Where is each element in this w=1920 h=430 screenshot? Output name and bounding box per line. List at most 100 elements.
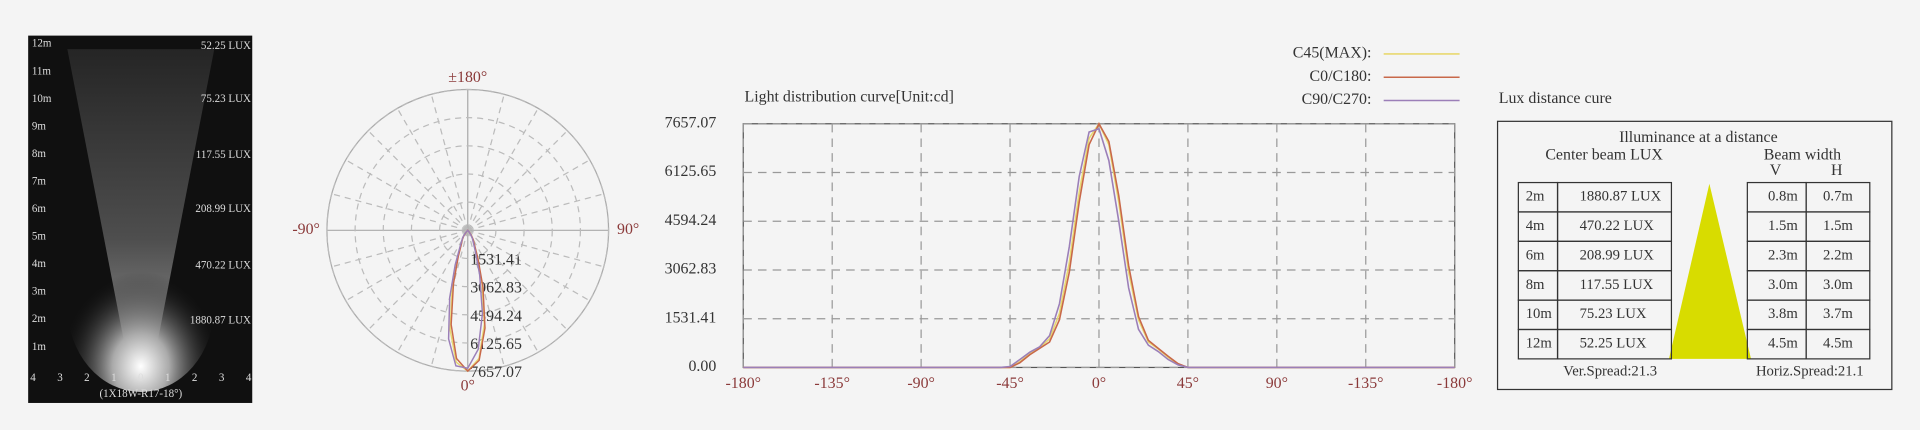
cell-text: 12m [1526, 336, 1553, 352]
polar-spoke [430, 94, 469, 231]
distance-label: 9m [32, 120, 47, 132]
x-tick-label: 0° [1092, 375, 1106, 392]
map-x-label: 2 [84, 372, 90, 384]
cell-text: 52.25 LUX [1580, 336, 1647, 352]
y-tick-label: 1531.41 [665, 309, 717, 326]
polar-spoke [467, 230, 539, 353]
legend-label: C0/C180: [1310, 68, 1372, 85]
polar-r-label: 3062.83 [470, 280, 522, 297]
map-x-label: 3 [219, 372, 225, 384]
col-header: Beam width [1764, 146, 1841, 163]
distance-label: 4m [32, 258, 47, 270]
cell-text: 3.7m [1823, 306, 1853, 322]
map-x-label: 0 [138, 372, 144, 384]
series-line [743, 122, 1455, 369]
polar-spoke [331, 193, 468, 231]
y-tick-label: 6125.65 [665, 163, 717, 180]
beam-triangle [1668, 183, 1752, 359]
x-tick-label: -180° [725, 375, 761, 392]
distance-label: 11m [32, 65, 52, 77]
lux-label: 208.99 LUX [195, 203, 251, 215]
distance-label: 10m [32, 93, 52, 105]
cell-text: 0.8m [1768, 189, 1798, 205]
legend-label: C45(MAX): [1293, 45, 1372, 62]
x-tick-label: 45° [1177, 375, 1199, 392]
cell-text: 10m [1526, 306, 1553, 322]
cell-text: 2.3m [1768, 247, 1798, 263]
spread-label: Ver.Spread:21.3 [1563, 364, 1657, 380]
polar-ring [410, 173, 525, 288]
polar-r-label: 1531.41 [470, 252, 522, 269]
polar-spoke [345, 159, 469, 231]
cell-text: 2m [1526, 189, 1545, 205]
polar-spoke [396, 230, 469, 353]
distance-label: 2m [32, 313, 47, 325]
cell-text: 0.7m [1823, 189, 1853, 205]
polar-label: ±180° [448, 69, 487, 86]
map-caption: (1X18W-R17-18°) [99, 388, 182, 400]
polar-spoke [467, 230, 505, 367]
cell-text: 470.22 LUX [1580, 218, 1655, 234]
cell-text: 4m [1526, 218, 1545, 234]
cell-text: 8m [1526, 277, 1545, 293]
spread-label: Horiz.Spread:21.1 [1756, 364, 1864, 380]
cell-text: 3.0m [1823, 277, 1853, 293]
y-tick-label: 0.00 [688, 358, 716, 375]
map-x-label: 4 [30, 372, 36, 384]
series-line [743, 127, 1455, 369]
y-tick-label: 3062.83 [665, 261, 717, 278]
cell-text: 3.0m [1768, 277, 1798, 293]
col-header: V [1770, 162, 1782, 179]
cell-text: 75.23 LUX [1580, 306, 1647, 322]
table-cell [1556, 328, 1673, 360]
cell-text: 4.5m [1768, 336, 1798, 352]
x-tick-label: -135° [1348, 375, 1384, 392]
map-x-label: 2 [192, 372, 198, 384]
polar-spoke [467, 108, 539, 231]
cell-text: 1.5m [1823, 218, 1853, 234]
x-tick-label: -135° [814, 375, 850, 392]
lux-label: 52.25 LUX [201, 40, 251, 52]
y-tick-label: 7657.07 [665, 114, 717, 131]
cell-text: 2.2m [1823, 247, 1853, 263]
table-cell [1805, 328, 1871, 360]
polar-curve [447, 229, 484, 370]
lux-cone [67, 49, 215, 365]
chart-title: Light distribution curve[Unit:cd] [744, 89, 953, 106]
lux-label: 75.23 LUX [201, 93, 251, 105]
polar-spoke [467, 229, 604, 268]
polar-spoke [467, 229, 568, 331]
polar-r-label: 4594.24 [470, 308, 522, 325]
col-header: H [1831, 162, 1843, 179]
map-x-label: 4 [246, 372, 252, 384]
polar-spoke [396, 108, 469, 231]
lux-label: 1880.87 LUX [190, 314, 251, 326]
polar-r-label: 7657.07 [470, 364, 522, 381]
x-tick-label: -45° [996, 375, 1024, 392]
polar-ring [354, 117, 582, 344]
polar-spoke [367, 130, 469, 231]
col-header: Center beam LUX [1545, 146, 1663, 163]
distance-label: 5m [32, 231, 47, 243]
distance-label: 6m [32, 203, 47, 215]
polar-spoke [367, 229, 469, 331]
distance-label: 12m [32, 38, 52, 50]
lux-glow [67, 220, 215, 392]
cell-text: 117.55 LUX [1580, 277, 1654, 293]
polar-spoke [467, 130, 568, 231]
cell-text: 4.5m [1823, 336, 1853, 352]
polar-label: 90° [617, 221, 639, 238]
polar-spoke [467, 229, 591, 302]
distance-label: 3m [32, 286, 47, 298]
distance-label: 8m [32, 148, 47, 160]
polar-spoke [331, 229, 468, 268]
polar-spoke [467, 159, 591, 231]
y-tick-label: 4594.24 [665, 212, 717, 229]
x-tick-label: -90° [907, 375, 935, 392]
lux-label: 117.55 LUX [196, 149, 251, 161]
distance-label: 7m [32, 175, 47, 187]
map-x-label: 1 [111, 372, 117, 384]
